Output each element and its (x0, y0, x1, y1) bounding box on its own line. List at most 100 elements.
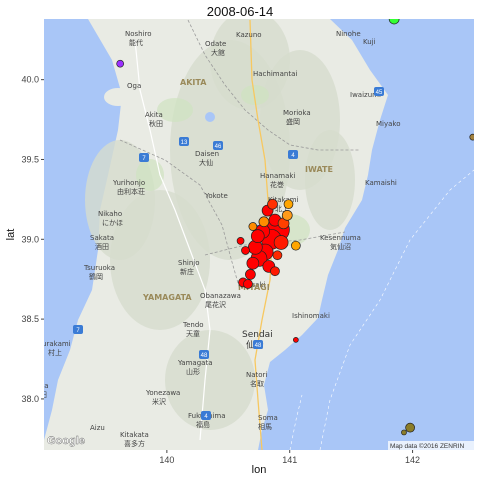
map-place-label: Ninohe (336, 30, 361, 38)
map-place-label: 尾花沢 (205, 300, 226, 309)
route-shield-number: 46 (215, 144, 222, 150)
route-shield-icon (73, 325, 83, 334)
earthquake-point (270, 266, 280, 277)
terrain-shading (305, 130, 355, 230)
earthquake-point (246, 256, 260, 270)
map-place-label: 秋田 (149, 119, 163, 128)
earthquake-point (283, 199, 294, 210)
y-tick-label: 39.5 (21, 154, 39, 164)
map-place-label: Kamaishi (365, 179, 397, 187)
map-place-label: 山形 (186, 367, 200, 376)
route-shield-number: 4 (291, 153, 295, 159)
earthquake-point (469, 133, 474, 141)
earthquake-point (243, 279, 253, 289)
map-place-label: Daisen (195, 150, 219, 158)
earthquake-point (250, 229, 265, 243)
route-shield-number: 7 (142, 156, 146, 162)
earthquake-point (245, 269, 256, 280)
earthquake-point (293, 337, 299, 343)
map-place-label: 天童 (186, 329, 200, 338)
map-place-label: Sakata (90, 234, 114, 242)
point-layer (116, 19, 474, 436)
oga-peninsula (104, 88, 132, 106)
map-region-label: IWATE (305, 165, 333, 174)
earthquake-point (248, 222, 258, 231)
prefecture-boundary (119, 139, 241, 291)
axes: 140 141 142 38.0 38.5 39.0 39.5 40.0 lon lat (5, 75, 420, 476)
map-place-label: 米沢 (152, 397, 166, 406)
map-place-label: Kazuno (236, 31, 262, 39)
y-tick-label: 38.5 (21, 314, 39, 324)
map-place-label: Noshiro (125, 30, 152, 38)
map-place-label: Osaki (246, 281, 266, 289)
y-tick-label: 39.0 (21, 234, 39, 244)
map-place-label: 新庄 (180, 267, 194, 276)
map-place-label: Miyako (376, 120, 401, 128)
google-logo: Google (47, 435, 85, 447)
map-region-label: MIYAGI (238, 283, 270, 292)
map-place-label: 盛岡 (286, 117, 300, 126)
terrain-shading (165, 330, 255, 430)
map-place-label: Soma (258, 414, 278, 422)
map-place-label: Yurihonjo (112, 179, 145, 187)
map-place-label: Aizu (90, 424, 105, 432)
map-place-label: 相馬 (258, 422, 272, 431)
earthquake-point (388, 19, 400, 25)
map-place-label: Ishinomaki (292, 312, 330, 320)
attribution-box (388, 441, 474, 450)
x-axis-label: lon (252, 464, 267, 476)
map-place-label: 大館 (211, 48, 225, 57)
map-place-label: 新発田 (26, 390, 47, 399)
route-shield-number: 13 (181, 140, 188, 146)
map-place-label: Murakami (36, 340, 71, 348)
map-place-label: Nikaho (98, 210, 122, 218)
earthquake-point (272, 250, 283, 261)
earthquake-point (281, 209, 293, 221)
map-place-label: Yokote (204, 192, 228, 200)
y-tick-label: 40.0 (21, 75, 39, 85)
earthquake-point (258, 216, 270, 228)
earthquake-point (273, 235, 289, 250)
route-shield-icon (179, 137, 189, 146)
earthquake-point (236, 237, 245, 245)
map-place-label: 北上 (275, 204, 289, 213)
map-place-label: Kuji (363, 38, 376, 46)
prefecture-boundary (187, 19, 360, 151)
map-place-label: Kitakami (268, 196, 299, 204)
offshore-line (319, 169, 474, 450)
map-place-label: Shibata (22, 382, 49, 390)
map-place-label: Hachimantai (253, 70, 297, 78)
map-place-label: Odate (205, 40, 226, 48)
route-shield-icon (374, 87, 384, 96)
x-tick-label: 140 (159, 455, 174, 465)
route-shield-icon (288, 150, 298, 159)
map-place-label: Iwaizumi (350, 91, 381, 99)
map-place-label: Kesennuma (320, 234, 361, 242)
map-place-label: Kitakata (120, 431, 149, 439)
map-place-label: Natori (246, 371, 267, 379)
map-place-label: 大仙 (199, 158, 213, 167)
map-region-label: YAMAGATA (142, 293, 192, 302)
route-shield-number: 48 (201, 353, 208, 359)
earthquake-point (267, 198, 278, 210)
route-shield-icon (253, 340, 263, 349)
route-shield-icon (139, 153, 149, 162)
y-axis-label: lat (5, 229, 17, 241)
map-place-label: 能代 (129, 38, 143, 47)
map-place-label: Tsuruoka (83, 264, 115, 272)
earthquake-point (291, 240, 301, 251)
x-tick-label: 142 (405, 455, 420, 465)
map-place-label: Hanamaki (260, 172, 295, 180)
earthquake-point (241, 246, 250, 255)
map-place-label: にかほ (102, 219, 123, 227)
map-place-label: 鶴岡 (89, 272, 103, 281)
map-place-label: 花巻 (270, 180, 284, 189)
prefecture-boundary (204, 231, 346, 256)
map-place-label: 酒田 (95, 243, 109, 251)
map-overlays: Google Map data ©2016 ZENRIN (47, 435, 474, 450)
map-place-label: Obanazawa (200, 292, 241, 300)
route-shield-number: 7 (76, 328, 80, 334)
lake-tazawa (205, 112, 215, 122)
